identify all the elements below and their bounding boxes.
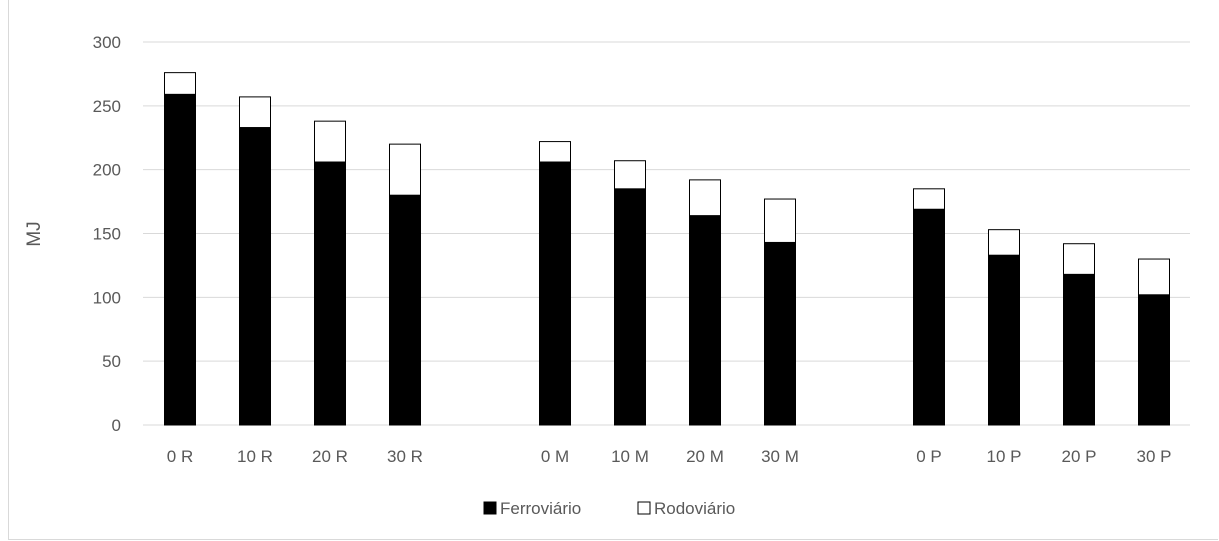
bar-ferroviario <box>913 208 945 426</box>
bar-ferroviario <box>614 188 646 426</box>
bar-ferroviario <box>239 127 271 426</box>
gridlines <box>143 41 1190 426</box>
bar-ferroviario <box>164 93 196 426</box>
x-tick-label: 10 M <box>611 447 649 466</box>
bar-ferroviario <box>389 194 421 426</box>
bar-rodoviario <box>389 143 421 196</box>
bar-ferroviario <box>764 241 796 426</box>
x-axis-ticks: 0 R 10 R 20 R 30 R 0 M 10 M 20 M 30 M 0 P 10 P 20 … <box>167 447 1172 466</box>
y-tick-label: 150 <box>93 225 121 244</box>
x-tick-label: 0 P <box>916 447 942 466</box>
y-tick-label: 300 <box>93 33 121 52</box>
y-tick-label: 200 <box>93 161 121 180</box>
x-tick-label: 0 R <box>167 447 193 466</box>
bar-ferroviario <box>1063 273 1095 426</box>
legend-label-rodoviario: Rodoviário <box>654 499 735 518</box>
bar-rodoviario <box>614 160 646 190</box>
x-tick-label: 0 M <box>541 447 569 466</box>
bar-rodoviario <box>1138 258 1170 296</box>
x-tick-label: 20 R <box>312 447 348 466</box>
x-tick-label: 10 R <box>237 447 273 466</box>
legend: Ferroviário Rodoviário <box>483 499 735 518</box>
legend-swatch-ferroviario <box>483 501 497 515</box>
bar-rodoviario <box>689 179 721 217</box>
bar-ferroviario <box>314 161 346 426</box>
x-tick-label: 20 M <box>686 447 724 466</box>
x-tick-label: 30 M <box>761 447 799 466</box>
bar-rodoviario <box>314 120 346 163</box>
y-tick-label: 100 <box>93 288 121 307</box>
y-tick-label: 50 <box>102 352 121 371</box>
bar-rodoviario <box>164 72 196 95</box>
y-tick-label: 0 <box>112 416 121 435</box>
y-tick-label: 250 <box>93 97 121 116</box>
legend-swatch-rodoviario <box>637 501 651 515</box>
bar-rodoviario <box>1063 243 1095 275</box>
bar-ferroviario <box>988 254 1020 426</box>
bar-rodoviario <box>239 96 271 129</box>
bars <box>164 72 1170 426</box>
bar-ferroviario <box>539 161 571 426</box>
y-axis-label: MJ <box>24 221 45 246</box>
x-tick-label: 20 P <box>1062 447 1097 466</box>
bar-rodoviario <box>988 229 1020 256</box>
bar-rodoviario <box>764 198 796 243</box>
bar-rodoviario <box>913 188 945 210</box>
y-axis-ticks: 0 50 100 150 200 250 300 <box>93 33 121 435</box>
bar-ferroviario <box>1138 294 1170 426</box>
x-tick-label: 30 P <box>1137 447 1172 466</box>
legend-label-ferroviario: Ferroviário <box>500 499 581 518</box>
x-tick-label: 30 R <box>387 447 423 466</box>
x-tick-label: 10 P <box>987 447 1022 466</box>
bar-rodoviario <box>539 141 571 163</box>
bar-ferroviario <box>689 215 721 426</box>
